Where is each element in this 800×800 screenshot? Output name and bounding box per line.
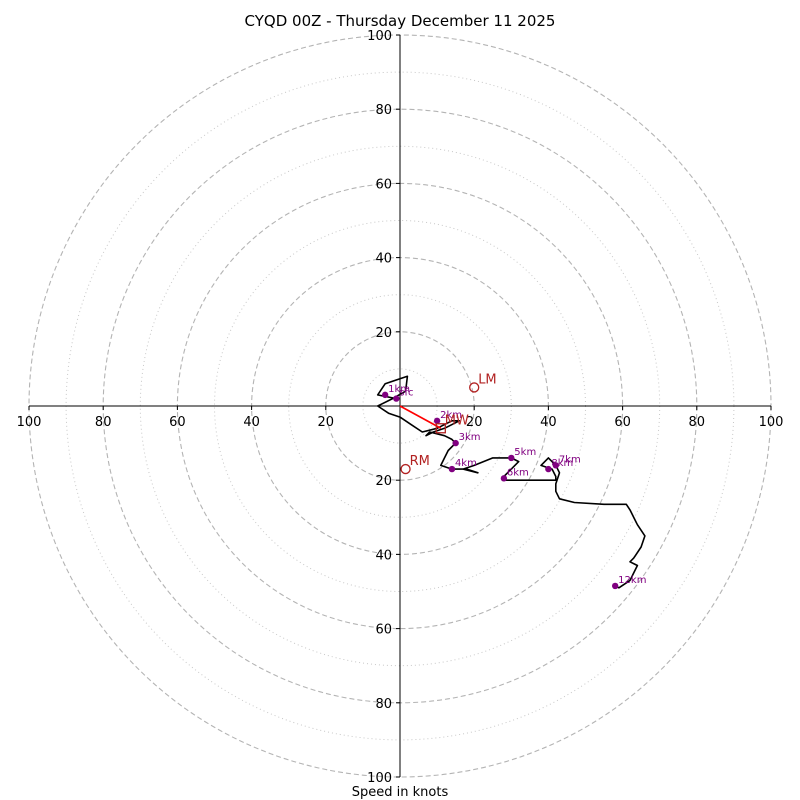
- x-tick-label-right-40: 40: [540, 415, 557, 430]
- shear-vector: [399, 405, 442, 429]
- height-label-8km: 8km: [551, 458, 573, 469]
- storm-motion-markers: LM RM MW: [400, 372, 497, 475]
- storm-label-RM: RM: [410, 454, 430, 469]
- height-marker-8km: [545, 465, 552, 473]
- x-tick-label-right-60: 60: [614, 415, 631, 430]
- height-marker-2km: [433, 417, 441, 425]
- height-marker-5km: [508, 454, 515, 462]
- x-tick-label-left-20: 20: [318, 415, 335, 430]
- x-tick-label-left-40: 40: [243, 415, 260, 430]
- height-label-4km: 4km: [455, 458, 477, 469]
- y-tick-label-down-80: 80: [375, 697, 392, 712]
- y-tick-label-up-80: 80: [375, 103, 392, 118]
- y-tick-label-up-40: 40: [375, 252, 392, 267]
- y-tick-label-down-100: 100: [367, 771, 392, 786]
- storm-marker-LM: [469, 382, 480, 393]
- y-tick-label-down-20: 20: [375, 474, 392, 489]
- height-label-6km: 6km: [507, 467, 529, 478]
- tick-labels: 100 80 60 40 20 20 40 60 80 100 20 40 60 80 100 20 40 60 8…: [17, 29, 784, 786]
- height-label-12km: 12km: [618, 575, 646, 586]
- height-label-1km: 1km: [388, 384, 410, 395]
- y-tick-label-up-60: 60: [375, 177, 392, 192]
- x-tick-label-left-100: 100: [17, 415, 42, 430]
- height-marker-12km: [611, 582, 619, 590]
- x-tick-label-right-20: 20: [466, 415, 483, 430]
- height-marker-3km: [452, 439, 459, 447]
- height-label-3km: 3km: [459, 432, 481, 443]
- height-label-sfc: sfc: [399, 388, 413, 399]
- y-tick-label-up-20: 20: [375, 326, 392, 341]
- x-tick-label-left-60: 60: [169, 415, 186, 430]
- storm-marker-RM: [400, 463, 411, 475]
- storm-label-LM: LM: [478, 372, 496, 387]
- x-tick-label-left-80: 80: [95, 415, 112, 430]
- chart-title: CYQD 00Z - Thursday December 11 2025: [245, 12, 556, 30]
- x-axis-label: Speed in knots: [352, 785, 449, 800]
- storm-label-MW: MW: [445, 413, 469, 428]
- hodograph-line: [376, 375, 646, 589]
- height-marker-sfc: [393, 395, 400, 402]
- height-marker-7km: [552, 462, 560, 469]
- x-tick-label-right-100: 100: [759, 415, 784, 430]
- height-marker-6km: [500, 475, 508, 482]
- height-label-5km: 5km: [514, 447, 536, 458]
- y-tick-label-down-40: 40: [375, 548, 392, 563]
- x-tick-label-right-80: 80: [689, 415, 706, 430]
- hodograph-trace: [376, 375, 646, 589]
- height-label-7km: 7km: [559, 454, 581, 465]
- height-label-2km: 2km: [440, 410, 462, 421]
- height-marker-1km: [381, 391, 389, 399]
- storm-marker-MW: [435, 423, 446, 434]
- height-marker-4km: [448, 465, 456, 473]
- y-tick-label-down-60: 60: [375, 623, 392, 638]
- y-tick-label-up-100: 100: [367, 29, 392, 44]
